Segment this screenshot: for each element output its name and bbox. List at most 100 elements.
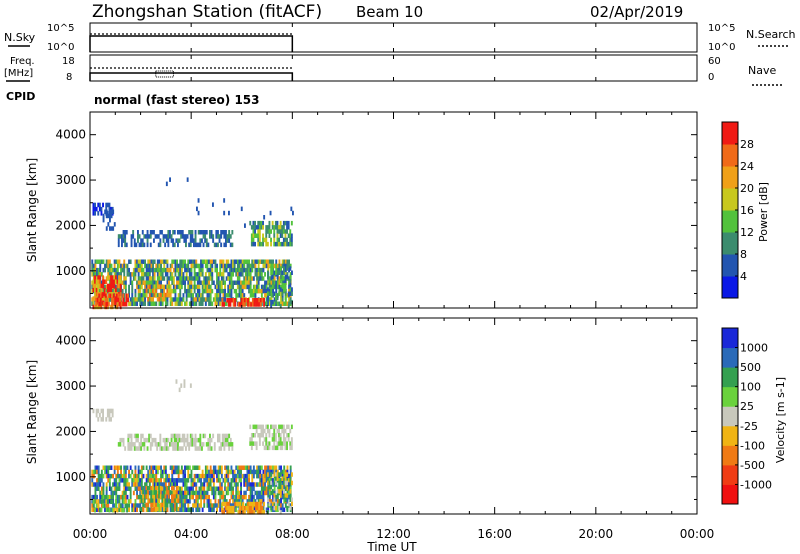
velocity-cell bbox=[102, 499, 105, 504]
power-cell bbox=[202, 234, 205, 239]
power-cell bbox=[213, 242, 216, 248]
power-cell bbox=[132, 297, 135, 302]
velocity-cell bbox=[185, 482, 188, 487]
velocity-cell bbox=[233, 473, 236, 479]
velocity-cell bbox=[113, 486, 116, 491]
power-cell bbox=[113, 272, 116, 277]
power-cell bbox=[216, 301, 218, 306]
power-cell bbox=[161, 259, 164, 264]
velocity-cell bbox=[278, 437, 280, 442]
velocity-cell bbox=[161, 490, 164, 496]
velocity-cell bbox=[150, 465, 153, 470]
power-cell bbox=[176, 263, 178, 269]
velocity-cell bbox=[282, 441, 285, 446]
power-cell bbox=[190, 263, 193, 269]
velocity-cell bbox=[123, 486, 126, 491]
power-cell bbox=[160, 292, 162, 298]
velocity-cell bbox=[192, 482, 194, 487]
power-cell bbox=[223, 210, 226, 216]
velocity-cell bbox=[252, 499, 255, 504]
power-cell bbox=[106, 202, 109, 208]
power-cell bbox=[158, 301, 161, 306]
power-cell bbox=[272, 259, 274, 264]
power-cell bbox=[235, 280, 238, 285]
velocity-cell bbox=[179, 499, 182, 504]
power-cell bbox=[105, 202, 108, 208]
power-cell bbox=[195, 293, 198, 298]
velocity-cell bbox=[256, 482, 258, 487]
power-cell bbox=[142, 280, 145, 285]
power-cell bbox=[118, 275, 120, 280]
power-cell bbox=[174, 263, 177, 269]
power-cell bbox=[201, 284, 204, 290]
power-cell bbox=[243, 276, 246, 281]
velocity-cell bbox=[170, 433, 173, 439]
velocity-cell bbox=[212, 469, 215, 475]
power-cell bbox=[177, 272, 180, 277]
power-cell bbox=[104, 293, 107, 298]
power-cell bbox=[131, 272, 134, 277]
power-cell bbox=[182, 272, 185, 277]
power-cell bbox=[124, 238, 127, 243]
velocity-cell bbox=[163, 478, 166, 483]
velocity-cell bbox=[137, 482, 140, 487]
xtick-label: 00:00 bbox=[73, 527, 108, 541]
power-cell bbox=[143, 242, 146, 248]
power-cell bbox=[123, 293, 126, 298]
power-cell bbox=[191, 234, 194, 239]
power-cell bbox=[229, 234, 232, 239]
power-cell bbox=[174, 259, 177, 264]
power-cell bbox=[156, 259, 159, 264]
velocity-cell bbox=[208, 507, 210, 512]
power-cell bbox=[119, 297, 121, 303]
power-cell bbox=[156, 297, 159, 302]
power-cell bbox=[280, 263, 282, 269]
velocity-cell bbox=[132, 473, 135, 479]
power-cell bbox=[288, 276, 290, 281]
velocity-cell bbox=[169, 482, 172, 487]
velocity-cell bbox=[148, 482, 151, 487]
velocity-cell bbox=[137, 433, 139, 439]
velocity-cell bbox=[134, 482, 137, 487]
power-cell bbox=[91, 267, 94, 273]
velocity-cell bbox=[288, 473, 290, 479]
power-cell bbox=[166, 259, 169, 264]
power-cell bbox=[194, 234, 197, 239]
velocity-cell bbox=[241, 473, 244, 479]
velocity-cell bbox=[124, 478, 127, 483]
power-cell bbox=[273, 301, 276, 306]
velocity-cell bbox=[174, 494, 177, 499]
power-cell bbox=[275, 284, 278, 290]
power-cell bbox=[257, 225, 260, 230]
power-cell bbox=[91, 259, 94, 264]
power-cell bbox=[192, 301, 194, 306]
velocity-cell bbox=[105, 486, 108, 491]
velocity-cell bbox=[212, 486, 215, 491]
power-cell bbox=[176, 267, 178, 273]
velocity-cell bbox=[267, 497, 269, 502]
velocity-cell bbox=[227, 478, 230, 483]
velocity-cell bbox=[211, 469, 214, 475]
power-cell bbox=[286, 263, 289, 269]
power-cell bbox=[96, 267, 98, 273]
power-cell bbox=[137, 238, 139, 243]
velocity-cell bbox=[232, 494, 234, 500]
velocity-cell bbox=[239, 501, 241, 507]
power-cell bbox=[275, 288, 278, 294]
power-cell bbox=[145, 234, 147, 239]
power-cell bbox=[217, 301, 220, 306]
velocity-cell bbox=[252, 441, 255, 446]
velocity-cell bbox=[275, 476, 277, 481]
power-cell bbox=[286, 274, 289, 280]
power-cell bbox=[209, 297, 212, 302]
power-cell bbox=[119, 275, 122, 280]
power-cell bbox=[230, 259, 233, 264]
power-cell bbox=[278, 270, 281, 275]
power-cell bbox=[282, 229, 285, 234]
velocity-cell bbox=[214, 490, 217, 496]
velocity-cell bbox=[272, 465, 274, 470]
power-cell bbox=[212, 280, 215, 285]
power-cell bbox=[250, 225, 253, 230]
velocity-cell bbox=[257, 469, 260, 475]
power-cell bbox=[267, 280, 270, 285]
